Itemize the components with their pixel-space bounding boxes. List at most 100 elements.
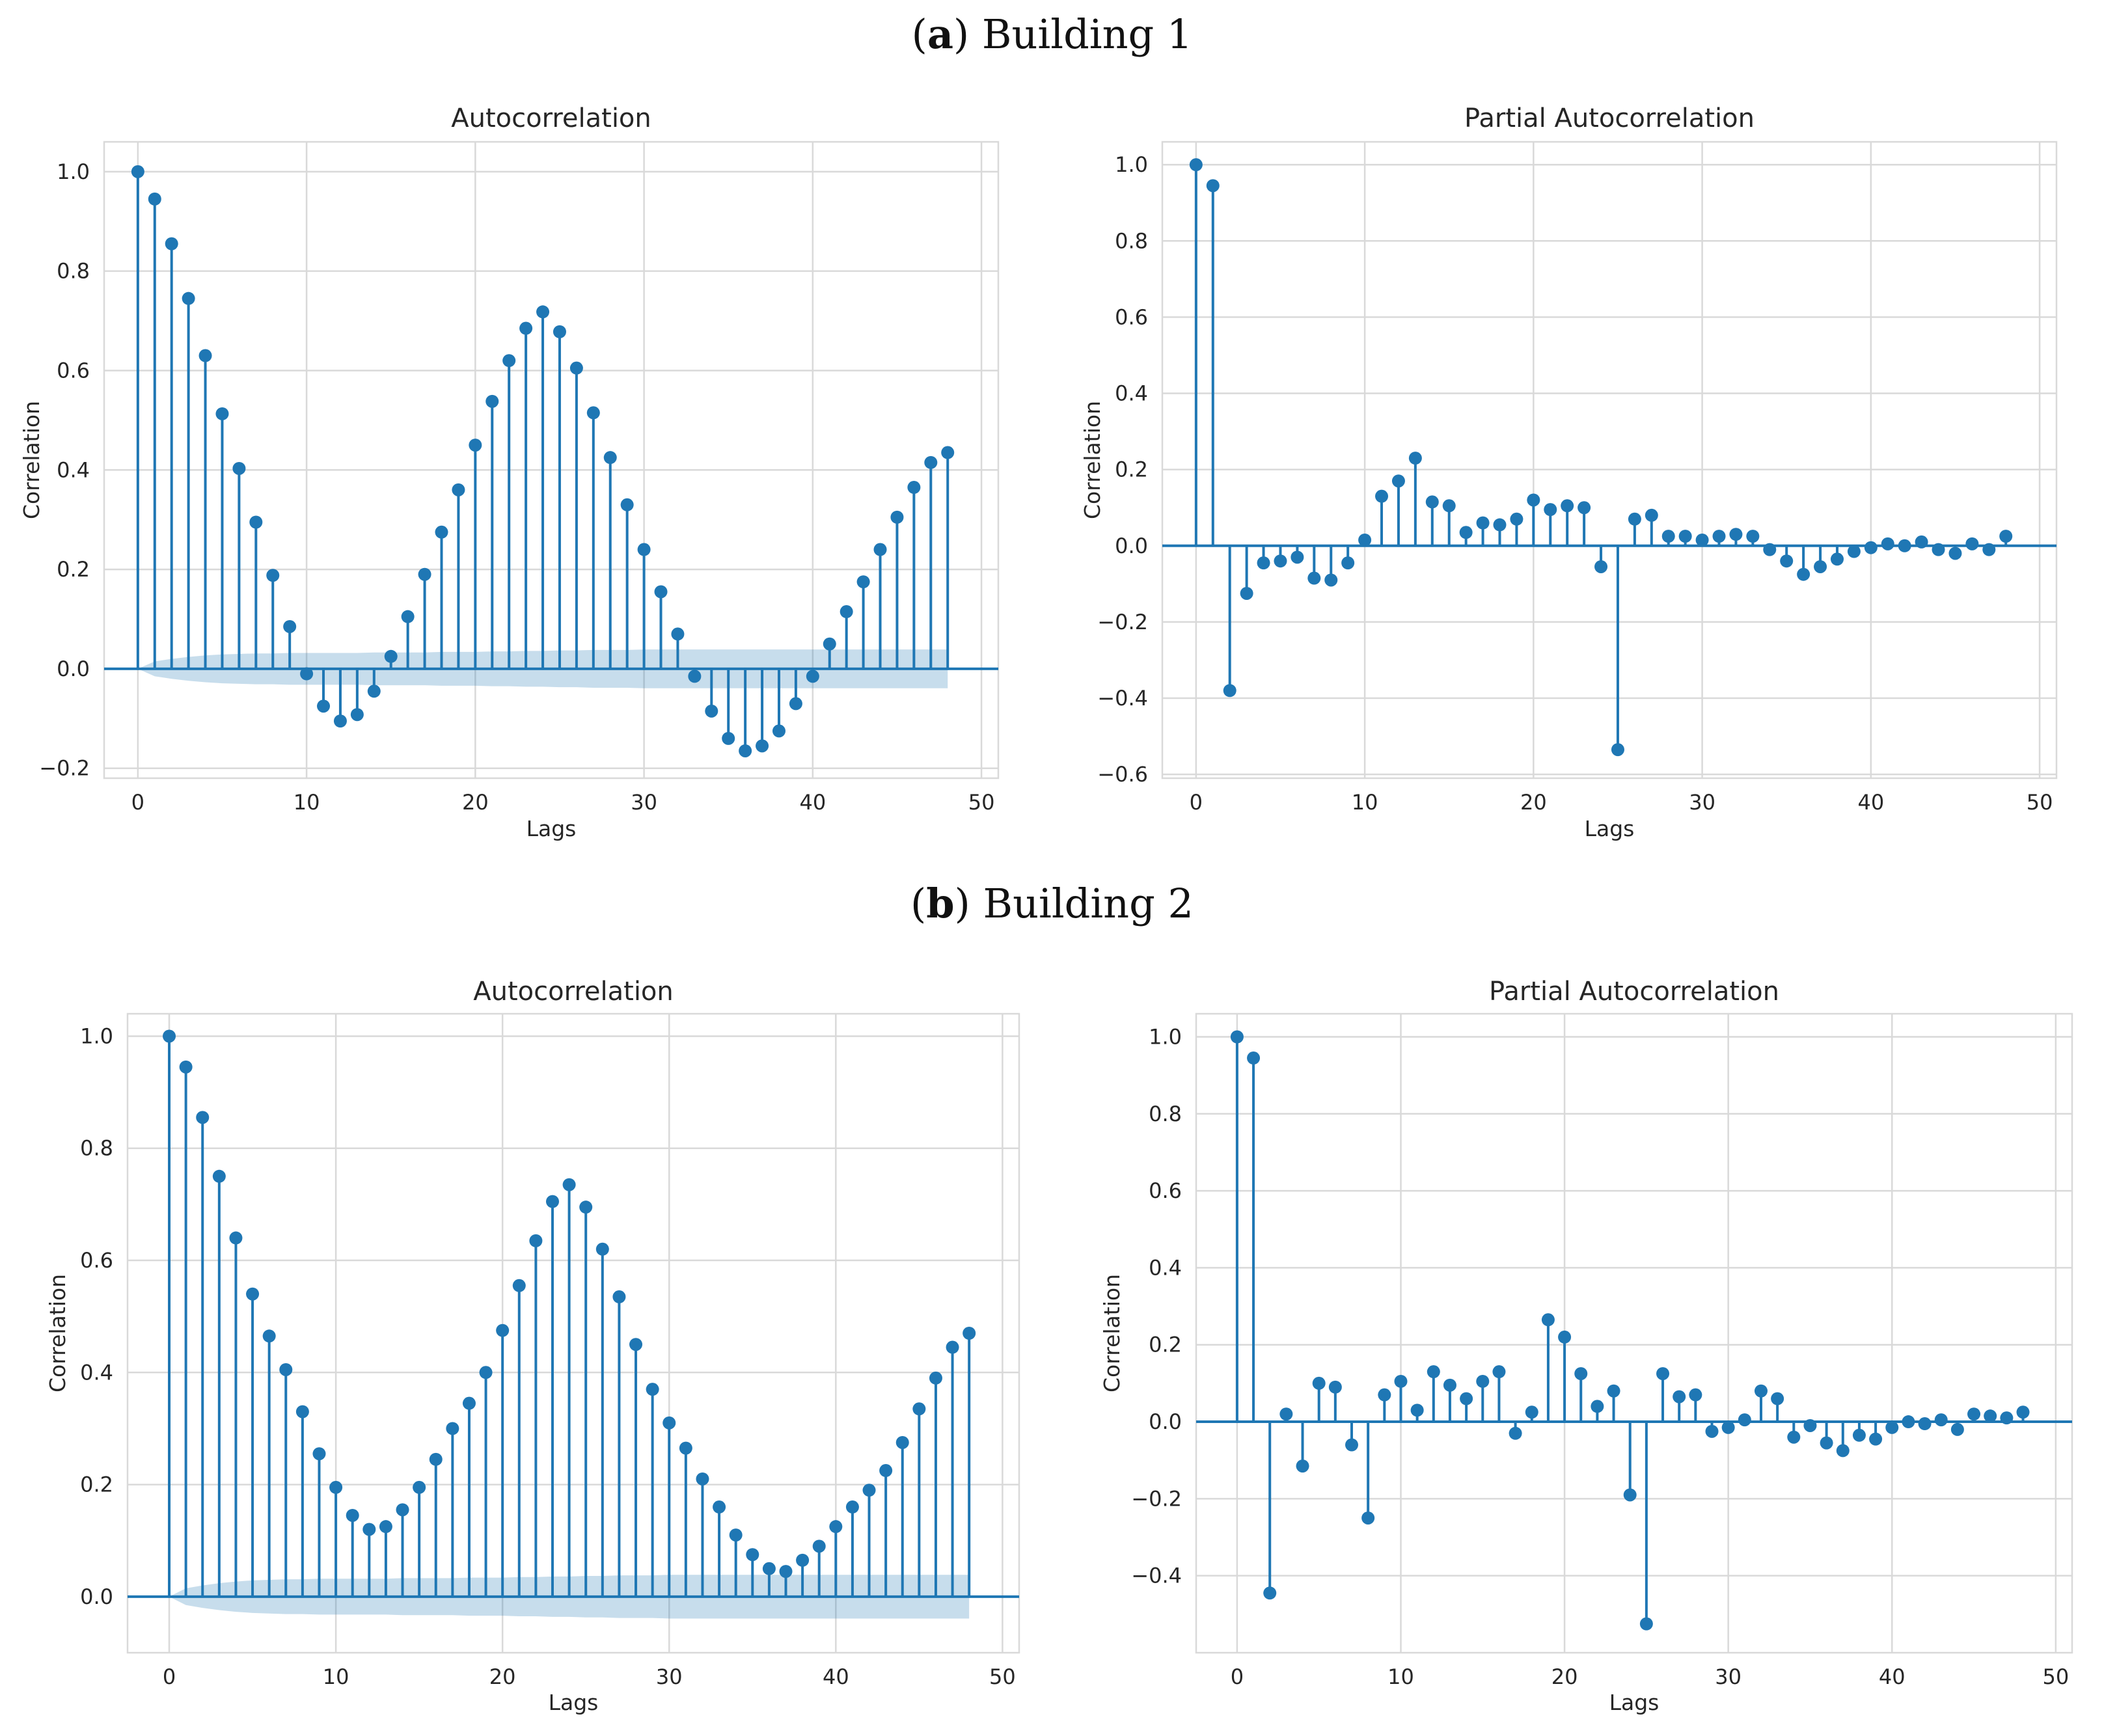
- data-point: [1628, 512, 1641, 526]
- data-point: [829, 1520, 843, 1534]
- y-tick-label: 0.4: [57, 457, 90, 482]
- data-point: [418, 567, 431, 581]
- data-point: [479, 1366, 493, 1379]
- x-tick-label: 50: [968, 790, 995, 815]
- x-tick-label: 40: [823, 1664, 849, 1689]
- data-point: [1607, 1384, 1620, 1398]
- data-point: [1661, 530, 1675, 543]
- data-point: [562, 1178, 576, 1191]
- data-point: [946, 1340, 959, 1354]
- data-point: [1787, 1430, 1801, 1444]
- data-point: [148, 192, 161, 206]
- x-axis-label: Lags: [526, 816, 577, 841]
- data-point: [1673, 1390, 1686, 1404]
- caption-building-2: (b) Building 2: [910, 880, 1194, 927]
- data-point: [198, 349, 212, 362]
- data-point: [1771, 1392, 1784, 1405]
- data-point: [762, 1562, 776, 1575]
- data-point: [862, 1484, 876, 1497]
- x-tick-label: 30: [656, 1664, 683, 1689]
- y-tick-label: 0.4: [80, 1360, 113, 1385]
- data-point: [1328, 1380, 1342, 1394]
- data-point: [1442, 499, 1456, 513]
- x-tick-label: 50: [2042, 1664, 2069, 1689]
- data-point: [629, 1338, 643, 1351]
- data-point: [1408, 452, 1422, 465]
- data-point: [1948, 547, 1962, 560]
- data-point: [1965, 537, 1979, 550]
- data-point: [469, 439, 482, 452]
- y-axis-label: Correlation: [1099, 1274, 1125, 1392]
- data-point: [1257, 556, 1270, 570]
- y-tick-label: 0.6: [57, 358, 90, 383]
- data-point: [1223, 684, 1236, 698]
- data-point: [163, 1029, 176, 1043]
- data-point: [806, 670, 819, 683]
- data-point: [696, 1472, 709, 1485]
- data-point: [688, 670, 702, 683]
- x-tick-label: 0: [163, 1664, 176, 1689]
- y-tick-label: 1.0: [57, 159, 90, 184]
- data-point: [279, 1363, 293, 1376]
- data-point: [1345, 1438, 1359, 1452]
- y-tick-label: −0.2: [39, 756, 90, 781]
- data-point: [1984, 1409, 1997, 1423]
- y-tick-label: 0.0: [80, 1584, 113, 1609]
- x-tick-label: 20: [489, 1664, 516, 1689]
- data-point: [362, 1523, 376, 1536]
- data-point: [182, 292, 195, 305]
- data-point: [1645, 508, 1658, 522]
- data-point: [1803, 1418, 1817, 1432]
- data-point: [512, 1279, 526, 1292]
- x-tick-label: 50: [2027, 790, 2053, 815]
- data-point: [283, 619, 297, 633]
- data-point: [1763, 543, 1777, 556]
- data-point: [603, 451, 617, 465]
- data-point: [756, 739, 769, 753]
- data-point: [1510, 512, 1523, 526]
- data-point: [1797, 567, 1810, 581]
- data-point: [1852, 1428, 1866, 1442]
- data-point: [312, 1447, 326, 1461]
- data-point: [1594, 560, 1608, 573]
- caption-text: Building 2: [970, 880, 1194, 927]
- data-point: [1721, 1420, 1735, 1434]
- data-point: [232, 461, 246, 475]
- data-point: [215, 407, 229, 420]
- data-point: [379, 1520, 392, 1534]
- y-tick-label: 0.8: [1149, 1102, 1182, 1126]
- data-point: [1527, 493, 1540, 507]
- y-tick-label: 0.2: [1115, 457, 1148, 482]
- data-point: [1836, 1444, 1850, 1458]
- data-point: [823, 637, 836, 651]
- data-point: [722, 731, 735, 745]
- data-point: [1869, 1432, 1883, 1446]
- data-point: [1639, 1617, 1653, 1631]
- data-point: [249, 515, 263, 529]
- data-point: [1982, 543, 1996, 556]
- data-point: [1574, 1367, 1588, 1381]
- x-tick-label: 40: [1857, 790, 1884, 815]
- y-axis-label: Correlation: [19, 401, 44, 519]
- data-point: [1378, 1388, 1391, 1402]
- x-tick-label: 10: [294, 790, 320, 815]
- y-tick-label: 0.4: [1115, 381, 1148, 406]
- data-point: [1443, 1378, 1456, 1392]
- caption-text: Building 1: [969, 10, 1193, 58]
- data-point: [612, 1290, 626, 1304]
- data-point: [1425, 495, 1439, 509]
- data-point: [637, 543, 651, 556]
- data-point: [941, 446, 955, 459]
- data-point: [1525, 1405, 1538, 1419]
- y-tick-label: 1.0: [1115, 152, 1148, 177]
- y-tick-label: 0.6: [1115, 305, 1148, 329]
- data-point: [401, 610, 415, 623]
- data-point: [907, 481, 921, 495]
- x-tick-label: 0: [1231, 1664, 1244, 1689]
- data-point: [1591, 1400, 1604, 1413]
- data-point: [646, 1383, 659, 1396]
- x-axis-label: Lags: [549, 1690, 599, 1715]
- data-point: [1361, 1511, 1375, 1525]
- data-point: [1830, 552, 1844, 566]
